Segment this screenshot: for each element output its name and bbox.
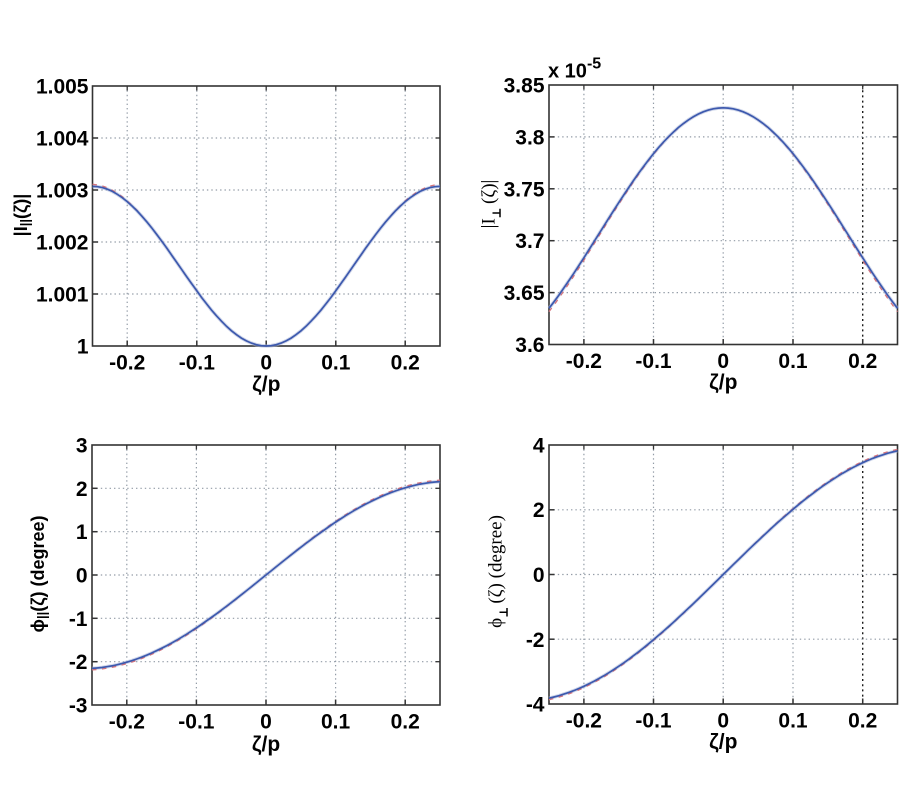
svg-text:ζ/p: ζ/p xyxy=(252,733,280,756)
svg-text:ζ/p: ζ/p xyxy=(709,731,737,754)
svg-text:0: 0 xyxy=(260,352,272,375)
svg-text:1.003: 1.003 xyxy=(36,180,89,203)
svg-text:-3: -3 xyxy=(69,695,88,718)
svg-text:ζ/p: ζ/p xyxy=(252,373,280,396)
svg-text:0: 0 xyxy=(76,565,88,588)
svg-text:0.2: 0.2 xyxy=(391,352,420,375)
svg-text:4: 4 xyxy=(533,435,545,458)
svg-text:0.2: 0.2 xyxy=(391,711,420,734)
svg-text:0.1: 0.1 xyxy=(778,710,808,733)
svg-text:-4: -4 xyxy=(526,694,545,717)
svg-text:0.2: 0.2 xyxy=(848,350,877,373)
svg-text:-0.2: -0.2 xyxy=(566,350,602,373)
svg-text:1.005: 1.005 xyxy=(36,76,89,99)
svg-text:3: 3 xyxy=(76,435,88,458)
svg-text:0.2: 0.2 xyxy=(848,710,877,733)
svg-text:3.85: 3.85 xyxy=(504,75,545,98)
svg-text:1: 1 xyxy=(77,336,89,359)
svg-text:3.65: 3.65 xyxy=(504,282,545,305)
svg-text:-0.1: -0.1 xyxy=(635,710,672,733)
svg-text:-0.2: -0.2 xyxy=(109,711,145,734)
svg-text:0.1: 0.1 xyxy=(321,352,351,375)
svg-text:0: 0 xyxy=(717,710,729,733)
svg-text:ζ/p: ζ/p xyxy=(709,371,737,394)
svg-text:-2: -2 xyxy=(69,651,88,674)
svg-text:|I (ζ)|: |I (ζ)| xyxy=(478,180,499,229)
svg-text:-0.1: -0.1 xyxy=(179,352,216,375)
svg-text:3.6: 3.6 xyxy=(515,334,544,357)
svg-text:|I||(ζ)|: |I||(ζ)| xyxy=(11,194,33,237)
svg-text:-2: -2 xyxy=(526,629,545,652)
svg-text:-0.2: -0.2 xyxy=(566,710,602,733)
svg-text:ϕ (ζ) (degree): ϕ (ζ) (degree) xyxy=(485,515,506,628)
svg-text:-1: -1 xyxy=(69,608,88,631)
svg-text:-0.1: -0.1 xyxy=(635,350,672,373)
svg-text:-0.1: -0.1 xyxy=(178,711,215,734)
svg-text:0.1: 0.1 xyxy=(321,711,351,734)
svg-text:3.7: 3.7 xyxy=(515,230,544,253)
svg-text:2: 2 xyxy=(76,478,88,501)
svg-text:1.002: 1.002 xyxy=(36,232,89,255)
svg-text:2: 2 xyxy=(533,499,545,522)
svg-text:0: 0 xyxy=(533,564,545,587)
svg-text:3.8: 3.8 xyxy=(515,126,545,149)
svg-text:-0.2: -0.2 xyxy=(109,352,145,375)
svg-text:0.1: 0.1 xyxy=(778,350,808,373)
svg-text:ϕ||(ζ) (degree): ϕ||(ζ) (degree) xyxy=(28,515,50,632)
svg-text:1.004: 1.004 xyxy=(36,128,89,151)
svg-text:3.75: 3.75 xyxy=(504,178,545,201)
svg-text:1: 1 xyxy=(76,521,88,544)
svg-text:1.001: 1.001 xyxy=(36,284,89,307)
svg-text:0: 0 xyxy=(717,350,729,373)
svg-text:0: 0 xyxy=(260,711,272,734)
